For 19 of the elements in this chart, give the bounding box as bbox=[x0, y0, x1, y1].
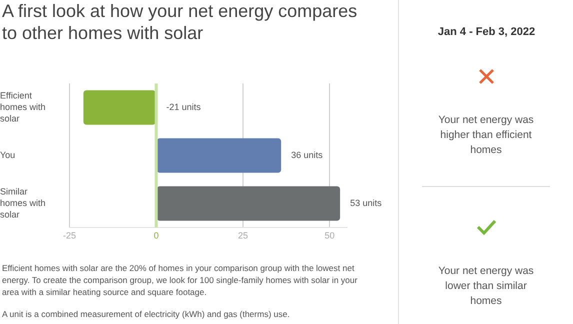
text: A unit is a combined measurement of electricity (kWh) and gas (therms) use. bbox=[2, 308, 291, 320]
y-tick-label: Similar homes with solar bbox=[0, 186, 46, 220]
text: Efficient homes with solar are the 20% of homes in your comparison group with the lowest net energy. To create the comparison group, we look for 100 single-family homes with solar in your area with a similar heating source and square footage. bbox=[2, 262, 358, 298]
x-tick-label: 0 bbox=[154, 230, 159, 240]
data-label: 36 units bbox=[291, 150, 324, 160]
chart-title: A first look at how your net energy compares to other homes with solar bbox=[2, 0, 358, 44]
x-tick-label: 50 bbox=[324, 230, 335, 240]
text: Your net energy was lower than similar homes bbox=[437, 264, 535, 309]
bar bbox=[156, 138, 282, 173]
bar bbox=[156, 186, 340, 221]
bar bbox=[83, 90, 156, 125]
data-label: 53 units bbox=[350, 198, 382, 208]
x-tick-label: -25 bbox=[63, 230, 76, 240]
y-tick-label: You bbox=[0, 150, 16, 160]
y-tick-label: Efficient homes with solar bbox=[0, 90, 46, 124]
text: Jan 4 - Feb 3, 2022 bbox=[436, 26, 536, 38]
text: Your net energy was higher than efficient homes bbox=[437, 113, 535, 158]
data-label: -21 units bbox=[166, 102, 202, 112]
x-tick-label: 25 bbox=[238, 230, 248, 240]
